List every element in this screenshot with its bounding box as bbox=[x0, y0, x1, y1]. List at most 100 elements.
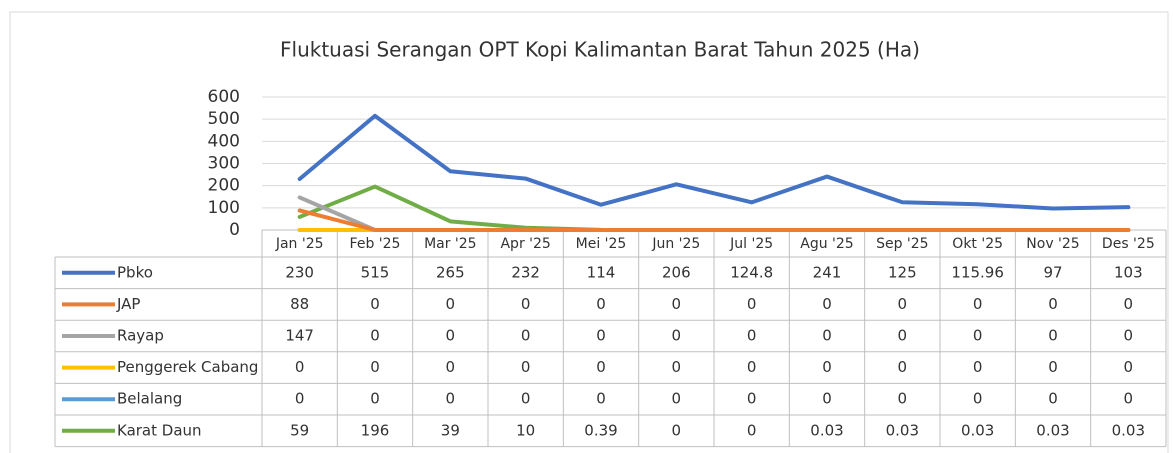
table-value: 0 bbox=[1124, 358, 1134, 376]
y-tick-label: 100 bbox=[208, 198, 240, 218]
table-value: 0 bbox=[973, 390, 983, 408]
legend-label: JAP bbox=[116, 295, 140, 313]
table-value: 0 bbox=[672, 421, 682, 439]
table-value: 0 bbox=[446, 390, 456, 408]
table-value: 0 bbox=[295, 358, 305, 376]
table-value: 39 bbox=[441, 421, 460, 439]
table-value: 0.03 bbox=[1036, 421, 1069, 439]
table-value: 97 bbox=[1043, 263, 1062, 281]
table-value: 0 bbox=[1124, 327, 1134, 345]
x-tick-label: Sep '25 bbox=[876, 236, 929, 252]
x-tick-label: Mar '25 bbox=[424, 236, 477, 252]
table-value: 232 bbox=[511, 263, 540, 281]
table-value: 0 bbox=[973, 295, 983, 313]
table-value: 0 bbox=[596, 390, 606, 408]
table-value: 0 bbox=[747, 390, 757, 408]
table-value: 0 bbox=[822, 358, 832, 376]
table-value: 103 bbox=[1114, 263, 1143, 281]
table-value: 0 bbox=[1048, 295, 1058, 313]
table-value: 0 bbox=[446, 295, 456, 313]
table-value: 0 bbox=[1124, 295, 1134, 313]
table-value: 0 bbox=[747, 327, 757, 345]
series-line bbox=[297, 208, 1131, 232]
legend-label: Penggerek Cabang bbox=[117, 358, 258, 376]
y-tick-label: 300 bbox=[208, 154, 240, 174]
chart-title: Fluktuasi Serangan OPT Kopi Kalimantan B… bbox=[280, 38, 920, 62]
table-value: 124.8 bbox=[730, 263, 773, 281]
table-value: 0 bbox=[521, 295, 531, 313]
table-value: 0 bbox=[747, 358, 757, 376]
table-value: 0 bbox=[822, 390, 832, 408]
x-tick-label: Des '25 bbox=[1102, 236, 1155, 252]
table-value: 0 bbox=[672, 327, 682, 345]
x-tick-label: Agu '25 bbox=[800, 236, 853, 252]
legend-label: Belalang bbox=[117, 390, 182, 408]
table-value: 125 bbox=[888, 263, 917, 281]
table-value: 88 bbox=[290, 295, 309, 313]
x-tick-label: Jun '25 bbox=[651, 236, 700, 252]
table-value: 0 bbox=[1048, 358, 1058, 376]
x-tick-label: Mei '25 bbox=[576, 236, 627, 252]
table-value: 147 bbox=[285, 327, 314, 345]
table-value: 114 bbox=[587, 263, 616, 281]
table-value: 0.39 bbox=[584, 421, 617, 439]
table-value: 0 bbox=[898, 390, 908, 408]
x-tick-label: Apr '25 bbox=[500, 236, 550, 252]
y-tick-label: 0 bbox=[229, 220, 240, 240]
legend-label: Rayap bbox=[117, 327, 164, 345]
table-value: 0 bbox=[446, 358, 456, 376]
table-value: 0 bbox=[747, 295, 757, 313]
x-tick-label: Okt '25 bbox=[952, 236, 1003, 252]
table-value: 0 bbox=[822, 295, 832, 313]
y-tick-label: 500 bbox=[208, 109, 240, 129]
table-value: 0 bbox=[898, 358, 908, 376]
x-tick-label: Nov '25 bbox=[1026, 236, 1079, 252]
chart-border bbox=[9, 11, 1169, 453]
table-value: 0.03 bbox=[961, 421, 994, 439]
table-value: 0 bbox=[898, 295, 908, 313]
table-value: 230 bbox=[285, 263, 314, 281]
table-value: 0 bbox=[898, 327, 908, 345]
table-value: 0 bbox=[446, 327, 456, 345]
table-value: 0 bbox=[521, 390, 531, 408]
table-value: 0 bbox=[596, 327, 606, 345]
table-value: 0 bbox=[822, 327, 832, 345]
table-value: 265 bbox=[436, 263, 465, 281]
y-tick-label: 400 bbox=[208, 131, 240, 151]
table-value: 196 bbox=[361, 421, 390, 439]
table-value: 59 bbox=[290, 421, 309, 439]
table-value: 0 bbox=[370, 327, 380, 345]
table-value: 0 bbox=[370, 390, 380, 408]
table-value: 0 bbox=[747, 421, 757, 439]
table-value: 0 bbox=[1048, 327, 1058, 345]
y-tick-label: 600 bbox=[208, 87, 240, 107]
x-tick-label: Jul '25 bbox=[729, 236, 773, 252]
table-value: 0 bbox=[1048, 390, 1058, 408]
y-tick-label: 200 bbox=[208, 176, 240, 196]
table-value: 10 bbox=[516, 421, 535, 439]
legend-label: Pbko bbox=[117, 263, 153, 281]
table-value: 0 bbox=[295, 390, 305, 408]
x-tick-label: Feb '25 bbox=[350, 236, 401, 252]
table-value: 0 bbox=[973, 327, 983, 345]
table-value: 0 bbox=[672, 390, 682, 408]
table-value: 0.03 bbox=[886, 421, 919, 439]
table-value: 0.03 bbox=[1112, 421, 1145, 439]
table-value: 206 bbox=[662, 263, 691, 281]
series-line bbox=[297, 113, 1131, 211]
table-value: 0.03 bbox=[810, 421, 843, 439]
legend-label: Karat Daun bbox=[117, 421, 202, 439]
table-value: 0 bbox=[973, 358, 983, 376]
table-value: 515 bbox=[361, 263, 390, 281]
table-value: 0 bbox=[672, 295, 682, 313]
table-value: 0 bbox=[596, 295, 606, 313]
table-value: 0 bbox=[672, 358, 682, 376]
table-value: 0 bbox=[521, 327, 531, 345]
table-value: 0 bbox=[1124, 390, 1134, 408]
table-value: 0 bbox=[596, 358, 606, 376]
x-tick-label: Jan '25 bbox=[275, 236, 324, 252]
table-value: 0 bbox=[521, 358, 531, 376]
table-value: 241 bbox=[813, 263, 842, 281]
table-value: 0 bbox=[370, 358, 380, 376]
